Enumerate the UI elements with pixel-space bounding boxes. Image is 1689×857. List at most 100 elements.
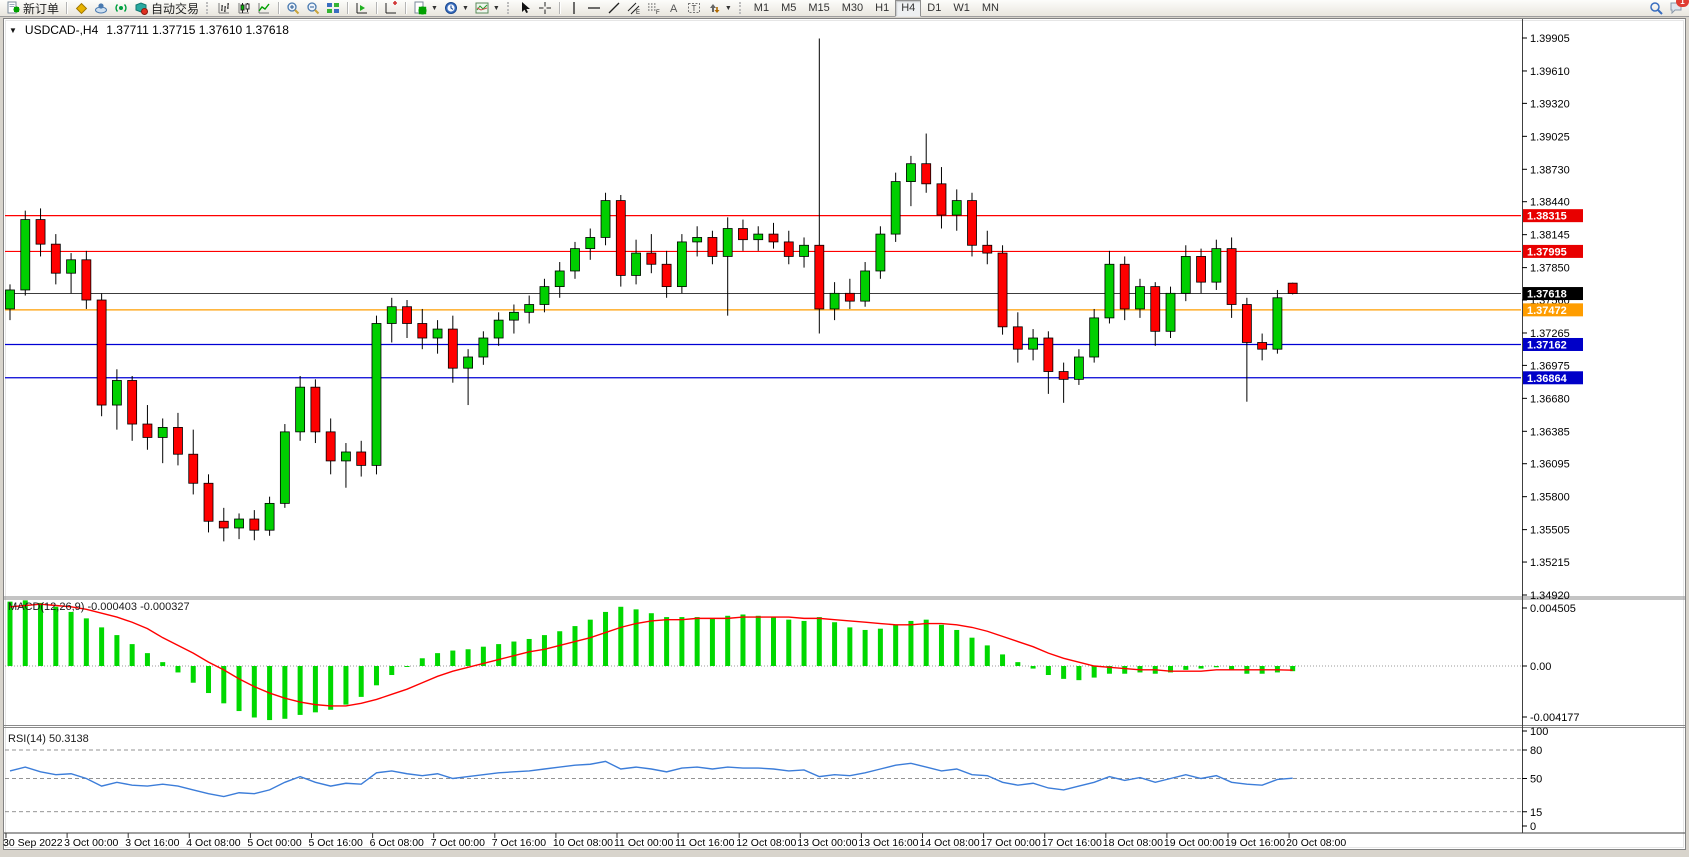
- new-order-icon: [7, 1, 20, 14]
- price-line-label-text: 1.36864: [1527, 373, 1568, 385]
- date-label: 5 Oct 16:00: [309, 837, 363, 849]
- macd-tick-label: 0.004505: [1530, 603, 1576, 615]
- date-label: 11 Oct 16:00: [675, 837, 735, 849]
- rsi-indicator-label: RSI(14) 50.3138: [8, 733, 89, 745]
- separator: [376, 2, 378, 14]
- timeframe-mn-button[interactable]: MN: [981, 1, 999, 14]
- date-label: 7 Oct 00:00: [431, 837, 485, 849]
- price-axis[interactable]: 1.39905 1.39610 1.39320 1.39025 1.38730 1.384…: [1522, 19, 1583, 833]
- rsi-tick-label: 15: [1530, 807, 1542, 819]
- new-order-button[interactable]: 新订单: [4, 1, 61, 16]
- new-chart-button[interactable]: [382, 1, 400, 16]
- timeframe-m30-button[interactable]: M30: [841, 1, 864, 14]
- date-label: 30 Sep 2022: [3, 837, 63, 849]
- timeframe-d1-button[interactable]: D1: [927, 1, 942, 14]
- notification-badge: 1: [1676, 0, 1689, 7]
- timeframe-h1-button[interactable]: H1: [875, 1, 890, 14]
- text-tool-button[interactable]: A: [665, 1, 683, 16]
- toolbar-grip: [738, 2, 743, 14]
- date-label: 13 Oct 16:00: [858, 837, 918, 849]
- strategy-tester-button[interactable]: [353, 1, 371, 16]
- macd-panel-series: [7, 600, 1296, 721]
- price-line-label-text: 1.37618: [1527, 289, 1567, 301]
- rsi-tick-label: 0: [1530, 821, 1536, 833]
- macd-tick-label: -0.004177: [1530, 712, 1580, 724]
- horizontal-lines[interactable]: [5, 215, 1521, 379]
- hline-tool-button[interactable]: [585, 1, 603, 16]
- rsi-tick-label: 80: [1530, 745, 1542, 757]
- vline-icon: [573, 2, 575, 14]
- dropdown-caret-icon: ▼: [431, 4, 438, 12]
- zoom-out-icon: [307, 2, 320, 15]
- panel-separators[interactable]: [4, 596, 1685, 834]
- date-label: 12 Oct 08:00: [736, 837, 796, 849]
- channel-tool-button[interactable]: E: [625, 1, 643, 16]
- toolbar-grip: [206, 2, 210, 14]
- main-toolbar: 新订单 自动交易 ▼ ▼ ▼ E F A T: [0, 0, 1689, 17]
- indicators-icon: [414, 1, 427, 15]
- date-label: 5 Oct 00:00: [247, 837, 301, 849]
- price-line-label-text: 1.37162: [1527, 339, 1567, 351]
- tile-windows-button[interactable]: [324, 1, 342, 16]
- date-label: 11 Oct 00:00: [614, 837, 674, 849]
- date-label: 20 Oct 08:00: [1286, 837, 1346, 849]
- zoom-in-button[interactable]: [284, 1, 302, 16]
- collapse-arrow-icon[interactable]: ▼: [9, 25, 17, 35]
- periods-button[interactable]: ▼: [442, 1, 471, 16]
- search-icon[interactable]: [1649, 1, 1663, 15]
- chart-canvas[interactable]: 1.39905 1.39610 1.39320 1.39025 1.38730 1.384…: [0, 17, 1689, 857]
- separator: [278, 2, 280, 14]
- label-tool-button[interactable]: T: [685, 1, 703, 16]
- separator: [405, 2, 407, 14]
- price-tick-label: 1.37850: [1530, 263, 1570, 275]
- line-chart-mode-button[interactable]: [255, 1, 273, 16]
- svg-text:E: E: [636, 10, 640, 15]
- templates-button[interactable]: ▼: [473, 1, 502, 16]
- candle-chart-mode-button[interactable]: [235, 1, 253, 16]
- cloud-icon: [95, 3, 108, 14]
- timeframe-m5-button[interactable]: M5: [781, 1, 797, 14]
- timeframe-m15-button[interactable]: M15: [808, 1, 830, 14]
- market-watch-button[interactable]: [72, 1, 90, 16]
- fibonacci-tool-button[interactable]: F: [645, 1, 663, 16]
- symbol-period-label: USDCAD-,H4: [24, 23, 99, 37]
- community-button[interactable]: [92, 1, 110, 16]
- label-icon: T: [687, 3, 700, 13]
- new-order-label: 新订单: [23, 1, 60, 16]
- date-axis[interactable]: 30 Sep 2022 3 Oct 00:00 3 Oct 16:00 4 Oct 0…: [3, 833, 1346, 849]
- hline-icon: [587, 7, 600, 9]
- timeframe-m1-button[interactable]: M1: [753, 1, 770, 14]
- dropdown-caret-icon: ▼: [724, 4, 732, 12]
- vline-tool-button[interactable]: [565, 1, 583, 16]
- trendline-tool-button[interactable]: [605, 1, 623, 16]
- channel-icon: E: [627, 2, 640, 15]
- rsi-panel-series: [9, 760, 1293, 798]
- date-label: 17 Oct 00:00: [981, 837, 1041, 849]
- autotrade-button[interactable]: 自动交易: [132, 1, 201, 16]
- dropdown-caret-icon: ▼: [492, 4, 500, 12]
- price-tick-label: 1.39905: [1530, 33, 1570, 45]
- arrows-icon: [709, 4, 720, 13]
- bar-chart-mode-button[interactable]: [215, 1, 233, 16]
- svg-text:A: A: [670, 3, 678, 15]
- signals-button[interactable]: [112, 1, 130, 16]
- svg-text:T: T: [691, 4, 696, 13]
- tester-icon: [356, 3, 368, 14]
- arrows-tool-button[interactable]: ▼: [705, 1, 734, 16]
- macd-indicator-label: MACD(12,26,9) -0.000403 -0.000327: [8, 601, 190, 613]
- timeframe-w1-button[interactable]: W1: [953, 1, 970, 14]
- price-tick-label: 1.35800: [1530, 492, 1570, 504]
- date-label: 3 Oct 00:00: [64, 837, 118, 849]
- price-tick-label: 1.35505: [1530, 525, 1570, 537]
- notifications-button[interactable]: 1: [1669, 0, 1689, 17]
- zoom-out-button[interactable]: [304, 1, 322, 16]
- timeframe-h4-button[interactable]: H4: [895, 0, 922, 17]
- separator: [347, 2, 349, 14]
- autotrade-label: 自动交易: [151, 1, 200, 16]
- indicators-button[interactable]: ▼: [411, 1, 440, 16]
- price-tick-label: 1.36975: [1530, 360, 1570, 372]
- chart-symbol-title: ▼ USDCAD-,H4 1.37711 1.37715 1.37610 1.3…: [9, 23, 289, 37]
- date-label: 6 Oct 08:00: [370, 837, 424, 849]
- cursor-tool-button[interactable]: [516, 1, 534, 16]
- crosshair-tool-button[interactable]: [536, 1, 554, 16]
